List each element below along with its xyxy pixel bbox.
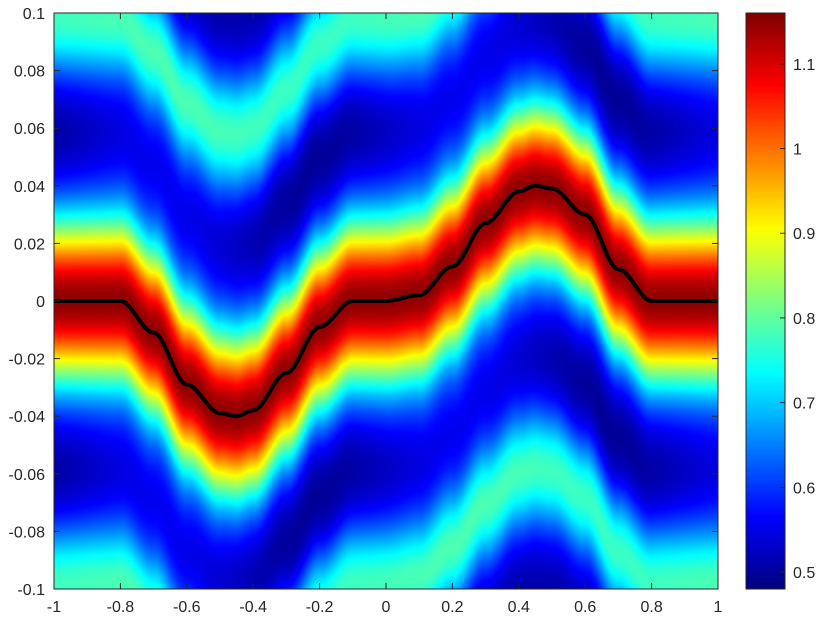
colorbar-tick-label: 1 [793, 142, 802, 159]
y-axis: -0.1 -0.08 -0.06 -0.04 -0.02 0 0.02 0.04 0.06 0.0… [9, 6, 718, 599]
colorbar-border [745, 12, 786, 590]
x-tick-label: -0.2 [306, 599, 334, 616]
y-tick-label: 0.08 [14, 64, 45, 81]
y-tick-label: 0.1 [23, 6, 45, 23]
colorbar-tick-label: 0.7 [793, 396, 815, 413]
colorbar-ticks: 0.5 0.6 0.7 0.8 0.9 1 1.1 [780, 57, 815, 582]
y-tick-label: -0.08 [9, 524, 46, 541]
x-tick-label: -0.4 [239, 599, 267, 616]
x-tick-label: 0 [382, 599, 391, 616]
x-tick-label: -0.6 [173, 599, 201, 616]
x-tick-label: 0.4 [508, 599, 530, 616]
x-tick-label: 0.6 [574, 599, 596, 616]
colorbar-tick-label: 0.6 [793, 480, 815, 497]
colorbar-tick-label: 0.9 [793, 226, 815, 243]
x-tick-label: 0.2 [441, 599, 463, 616]
plot-area [53, 12, 719, 590]
y-tick-label: -0.06 [9, 467, 46, 484]
x-tick-label: 1 [714, 599, 723, 616]
curve-line [53, 183, 719, 419]
x-tick-label: -0.8 [107, 599, 135, 616]
y-tick-label: -0.02 [9, 352, 46, 369]
y-tick-label: 0 [36, 294, 45, 311]
x-axis: -1 -0.8 -0.6 -0.4 -0.2 0 0.2 0.4 0.6 0.8 1 [47, 13, 723, 616]
x-tick-label: -1 [47, 599, 61, 616]
colorbar: 0.5 0.6 0.7 0.8 0.9 1 1.1 [745, 12, 815, 590]
colorbar-tick-label: 0.8 [793, 311, 815, 328]
y-tick-label: 0.06 [14, 121, 45, 138]
colorbar-tick-label: 1.1 [793, 57, 815, 74]
y-tick-label: -0.04 [9, 409, 46, 426]
y-tick-label: 0.02 [14, 236, 45, 253]
colorbar-tick-label: 0.5 [793, 565, 815, 582]
colorbar-gradient [746, 13, 785, 589]
x-tick-label: 0.8 [640, 599, 662, 616]
y-tick-label: 0.04 [14, 179, 45, 196]
y-tick-label: -0.1 [17, 582, 45, 599]
